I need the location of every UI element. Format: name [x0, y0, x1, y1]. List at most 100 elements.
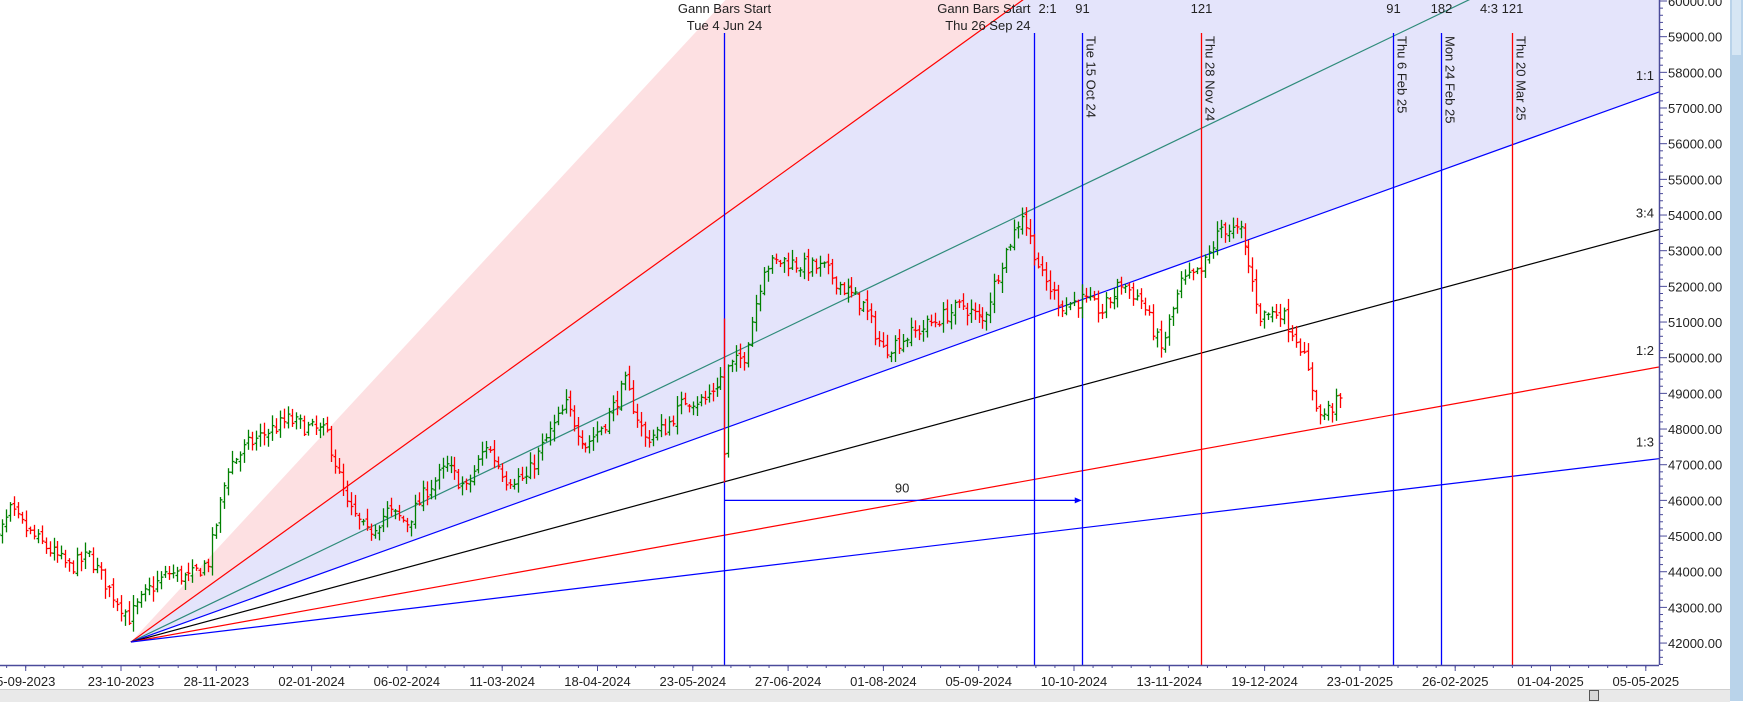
- ohlc-bar: [242, 439, 247, 463]
- ohlc-bar: [627, 365, 632, 391]
- ohlc-bar: [524, 466, 529, 484]
- ohlc-bar: [564, 389, 569, 414]
- ohlc-bar: [830, 258, 835, 285]
- ohlc-bar: [357, 512, 362, 530]
- fan-label: 1:1: [1636, 68, 1654, 83]
- ohlc-bar: [738, 343, 743, 369]
- ohlc-bar: [889, 351, 894, 363]
- vline-count: 91: [1075, 1, 1089, 16]
- ohlc-bar: [1060, 300, 1065, 318]
- fan-line-1-1: [130, 91, 1659, 643]
- x-tick-label: 23-10-2023: [88, 674, 155, 689]
- ohlc-bar: [484, 440, 489, 459]
- ohlc-bar: [580, 430, 585, 449]
- ohlc-bar: [1227, 224, 1232, 242]
- horizontal-scrollbar[interactable]: [0, 689, 1730, 702]
- x-tick-label: 26-02-2025: [1422, 674, 1489, 689]
- ohlc-bar: [123, 609, 128, 626]
- ohlc-bar: [1028, 219, 1033, 245]
- y-tick-label: 54000.00: [1668, 208, 1722, 223]
- x-tick-label: 23-05-2024: [660, 674, 727, 689]
- ohlc-bar: [865, 290, 870, 321]
- scroll-thumb[interactable]: [1589, 690, 1599, 701]
- vline-count: 91: [1386, 1, 1400, 16]
- vline-date: Thu 28 Nov 24: [1203, 36, 1218, 121]
- ohlc-bar: [504, 471, 509, 491]
- fan-labels: 1:1 3:4 1:2 1:3: [1636, 68, 1654, 450]
- ohlc-bar: [361, 518, 366, 526]
- ohlc-bar: [1306, 343, 1311, 371]
- ohlc-bar: [548, 421, 553, 446]
- ohlc-bar: [1159, 320, 1164, 358]
- ohlc-bar: [663, 418, 668, 436]
- ohlc-bar: [345, 480, 350, 508]
- ohlc-bar: [1183, 269, 1188, 285]
- ohlc-bar: [1143, 297, 1148, 316]
- ohlc-bar: [52, 537, 57, 561]
- ohlc-bar: [988, 292, 993, 324]
- ohlc-bar: [218, 497, 223, 533]
- ohlc-bar: [83, 542, 88, 570]
- ohlc-bar: [818, 255, 823, 277]
- ohlc-bar: [1151, 304, 1156, 341]
- ohlc-bar: [675, 396, 680, 435]
- ohlc-bar: [576, 417, 581, 446]
- ohlc-bar: [425, 481, 430, 506]
- ohlc-bar: [480, 441, 485, 466]
- ohlc-bar: [48, 541, 53, 557]
- ohlc-bar: [206, 558, 211, 573]
- ohlc-bar: [921, 320, 926, 342]
- ohlc-bar: [746, 342, 751, 368]
- ohlc-bar: [127, 601, 132, 626]
- price-bars: [0, 207, 1343, 632]
- ohlc-bar: [1147, 305, 1152, 316]
- ohlc-bar: [163, 565, 168, 578]
- ohlc-bar: [786, 252, 791, 277]
- ohlc-bar: [957, 299, 962, 309]
- ohlc-bar: [286, 406, 291, 429]
- y-tick-label: 48000.00: [1668, 422, 1722, 437]
- ohlc-bar: [834, 276, 839, 295]
- y-tick-label: 43000.00: [1668, 600, 1722, 615]
- scroll-thumb[interactable]: [1732, 0, 1741, 55]
- ohlc-bar: [159, 571, 164, 590]
- vertical-scrollbar[interactable]: [1730, 0, 1743, 701]
- ohlc-bar: [1012, 219, 1017, 251]
- y-tick-label: 53000.00: [1668, 244, 1722, 259]
- ohlc-bar: [135, 598, 140, 615]
- ohlc-bar: [849, 277, 854, 298]
- ohlc-bar: [520, 466, 525, 481]
- ohlc-bar: [95, 557, 100, 574]
- x-tick-label: 02-01-2024: [278, 674, 345, 689]
- ohlc-bar: [540, 433, 545, 461]
- y-tick-label: 52000.00: [1668, 279, 1722, 294]
- vline-date: Mon 24 Feb 25: [1443, 36, 1458, 123]
- ohlc-bar: [1020, 207, 1025, 235]
- ohlc-bar: [953, 299, 958, 325]
- ohlc-bar: [202, 560, 207, 576]
- ohlc-bar: [965, 302, 970, 326]
- ohlc-bar: [306, 421, 311, 436]
- fan-label: 1:2: [1636, 343, 1654, 358]
- ohlc-bar: [1246, 239, 1251, 274]
- x-tick-label: 27-06-2024: [755, 674, 822, 689]
- ohlc-bar: [214, 523, 219, 539]
- arrow-head: [1074, 497, 1082, 504]
- ohlc-bar: [1139, 288, 1144, 310]
- ohlc-bar: [1163, 331, 1168, 353]
- ohlc-bar: [377, 525, 382, 541]
- ohlc-bar: [1250, 257, 1255, 292]
- ohlc-bar: [1084, 287, 1089, 303]
- ohlc-bar: [0, 533, 1, 535]
- ohlc-bar: [643, 421, 648, 447]
- ohlc-bar: [270, 415, 275, 441]
- ohlc-bar: [119, 595, 124, 622]
- x-tick-label: 05-05-2025: [1613, 674, 1680, 689]
- ohlc-bar: [186, 562, 191, 582]
- ohlc-bar: [532, 454, 537, 479]
- ohlc-bar: [254, 430, 259, 451]
- ohlc-bar: [230, 450, 235, 475]
- ohlc-bar: [310, 418, 315, 427]
- ohlc-bar: [667, 416, 672, 436]
- ratio-label: 4:3: [1480, 1, 1498, 16]
